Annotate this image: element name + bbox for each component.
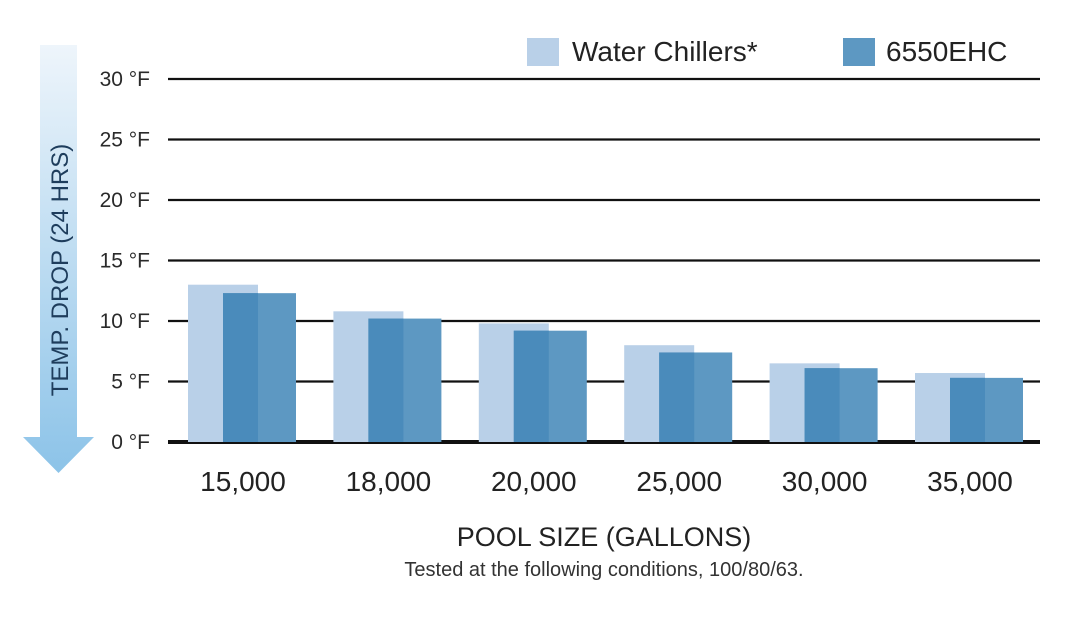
y-tick-labels: 0 °F 5 °F 10 °F 15 °F 20 °F 25 °F 30 °F bbox=[100, 68, 150, 454]
legend-swatch-6550ehc bbox=[843, 38, 875, 66]
y-axis-arrow-icon bbox=[23, 45, 94, 473]
x-tick-label: 25,000 bbox=[636, 466, 722, 497]
y-axis-label: TEMP. DROP (24 HRS) bbox=[47, 144, 74, 397]
test-conditions-note: Tested at the following conditions, 100/… bbox=[404, 559, 803, 581]
y-tick-label: 30 °F bbox=[100, 68, 150, 91]
bar-overlap bbox=[804, 368, 840, 442]
legend-swatch-water-chillers bbox=[527, 38, 559, 66]
x-tick-label: 35,000 bbox=[927, 466, 1013, 497]
gridlines bbox=[168, 77, 1040, 444]
x-tick-label: 20,000 bbox=[491, 466, 577, 497]
y-tick-label: 25 °F bbox=[100, 129, 150, 152]
bar-overlap bbox=[513, 330, 549, 442]
x-tick-label: 15,000 bbox=[200, 466, 286, 497]
bar-overlap bbox=[950, 377, 985, 442]
bar-overlap bbox=[223, 293, 258, 442]
y-tick-label: 0 °F bbox=[111, 431, 150, 454]
y-tick-label: 20 °F bbox=[100, 189, 150, 212]
bars bbox=[188, 284, 1023, 442]
y-tick-label: 10 °F bbox=[100, 310, 150, 333]
x-tick-label: 18,000 bbox=[346, 466, 432, 497]
y-tick-label: 5 °F bbox=[111, 371, 150, 394]
x-tick-label: 30,000 bbox=[782, 466, 868, 497]
legend: Water Chillers* 6550EHC bbox=[527, 36, 1007, 67]
y-tick-label: 15 °F bbox=[100, 250, 150, 273]
bar-overlap bbox=[659, 352, 695, 442]
x-axis-label: POOL SIZE (GALLONS) bbox=[457, 522, 752, 552]
legend-label-water-chillers: Water Chillers* bbox=[572, 36, 758, 67]
x-tick-labels: 15,000 18,000 20,000 25,000 30,000 35,000 bbox=[200, 466, 1013, 497]
bar-overlap bbox=[368, 318, 404, 442]
legend-label-6550ehc: 6550EHC bbox=[886, 36, 1007, 67]
